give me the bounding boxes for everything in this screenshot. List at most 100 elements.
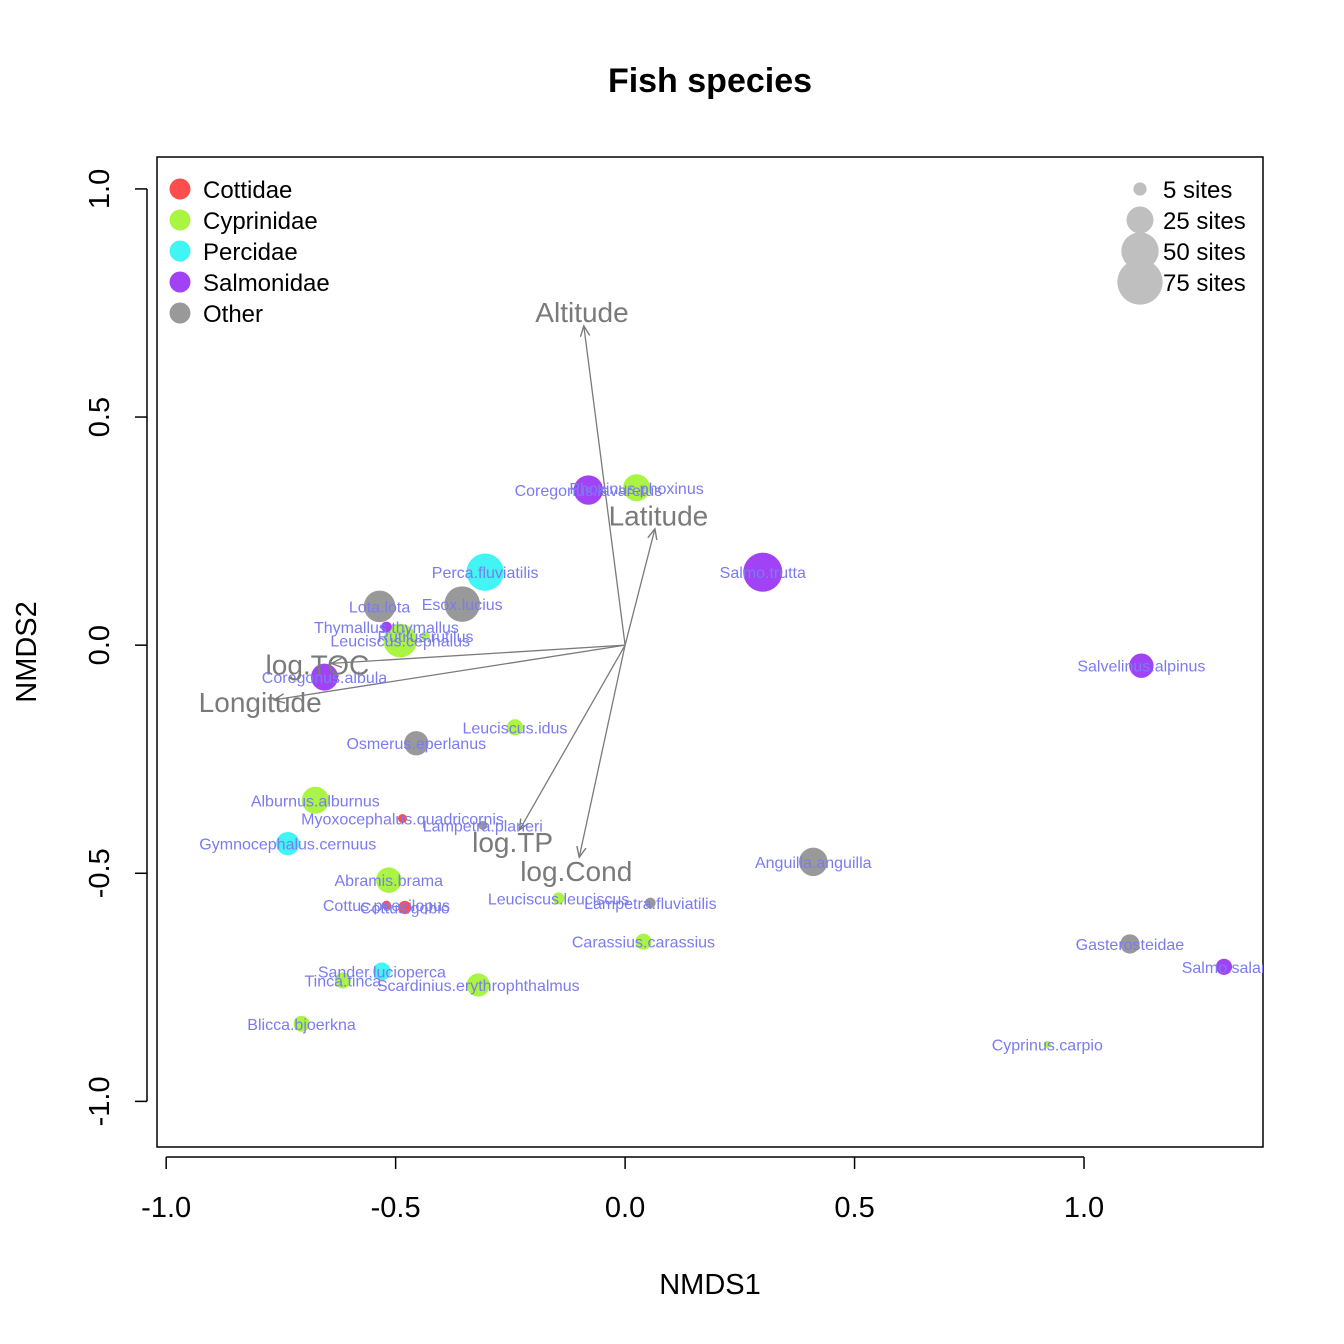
legend-swatch: [169, 209, 191, 231]
x-tick-label: -0.5: [371, 1192, 421, 1224]
species-label: Abramis.brama: [335, 873, 444, 890]
y-axis: -1.0 -0.5 0.0 0.5 1.0: [84, 169, 148, 1126]
species-label: Cottus.poecilopus: [323, 898, 450, 915]
species-point: [398, 900, 412, 915]
species-label: Thymallus.thymallus: [314, 620, 459, 637]
env-vector-arrow: [520, 644, 626, 830]
species-point: [372, 962, 391, 981]
species-label: Leuciscus.cephalus: [330, 634, 470, 651]
species-label: Lampetra.planeri: [423, 818, 543, 835]
species-label: Rutilus.rutilus: [377, 629, 473, 646]
species-point: [506, 719, 524, 736]
legend-label: Other: [203, 301, 263, 328]
species-point: [381, 621, 392, 633]
species-point: [376, 867, 402, 893]
y-tick-label: 1.0: [84, 169, 116, 209]
legend-swatch: [169, 240, 191, 262]
legend-swatch: [169, 302, 191, 324]
species-label: Salmo.salar: [1182, 960, 1267, 977]
species-label: Anguilla.anguilla: [755, 855, 872, 872]
species-point: [293, 1015, 310, 1032]
species-point: [1120, 934, 1140, 954]
plot-frame: [156, 156, 1264, 1148]
x-tick-label: 0.0: [605, 1192, 645, 1224]
legend-label: Percidae: [203, 239, 298, 266]
y-tick-label: -0.5: [84, 848, 116, 898]
size-legend-label: 25 sites: [1163, 208, 1246, 235]
species-point: [466, 973, 490, 997]
species-point: [311, 663, 339, 691]
species-label: Lota.lota: [349, 599, 410, 616]
species-point: [573, 475, 604, 505]
env-vector-arrow: [274, 644, 626, 700]
species-point: [301, 786, 329, 814]
species-label: Cottus.gobio: [360, 900, 450, 917]
species-label: Lampetra.fluviatilis: [584, 896, 717, 913]
env-vector-arrow: [624, 529, 655, 646]
species-label: Leuciscus.leuciscus: [488, 891, 629, 908]
species-label: Osmerus.eperlanus: [346, 736, 486, 753]
legend-label: Cottidae: [203, 177, 292, 204]
species-label: Carassius.carassius: [572, 935, 715, 952]
size-legend-swatch: [1133, 182, 1147, 196]
species-label: Coregonus.lavaretus: [515, 483, 663, 500]
species-label: Sander.lucioperca: [318, 964, 446, 981]
species-point: [1129, 653, 1154, 678]
y-axis-label: NMDS2: [11, 601, 43, 703]
species-point: [645, 897, 656, 909]
x-tick-label: 1.0: [1064, 1192, 1104, 1224]
species-point: [334, 972, 351, 989]
species-label: Myoxocephalus.quadricornis: [301, 812, 504, 829]
species-point: [397, 813, 408, 824]
species-label: Gymnocephalus.cernuus: [199, 837, 376, 854]
chart-title: Fish species: [608, 62, 812, 100]
species-point: [799, 847, 828, 877]
site-size-legend: 5 sites 25 sites 50 sites 75 sites: [1117, 177, 1246, 305]
size-legend-swatch: [1117, 259, 1163, 305]
family-legend: Cottidae Cyprinidae Percidae Salmonidae Othe…: [169, 177, 330, 328]
species-point: [276, 832, 300, 856]
legend-label: Cyprinidae: [203, 208, 318, 235]
species-label: Leuciscus.idus: [462, 720, 567, 737]
env-vector-label: log.TP: [472, 827, 553, 858]
species-label: Esox.lucius: [422, 597, 503, 614]
x-tick-label: -1.0: [141, 1192, 191, 1224]
species-point: [1043, 1040, 1051, 1048]
env-vector-arrow: [584, 326, 626, 646]
species-label: Coregonus.albula: [262, 670, 388, 687]
species-point: [383, 623, 418, 658]
species-point: [552, 892, 565, 905]
species-label: Salmo.trutta: [720, 565, 806, 582]
species-point: [363, 590, 396, 623]
env-vectors: [274, 326, 655, 857]
species-label: Tinca.tinca: [304, 973, 381, 990]
env-vector-label: Longitude: [199, 687, 322, 718]
x-axis: -1.0 -0.5 0.0 0.5 1.0: [141, 1156, 1104, 1224]
species-points: [276, 474, 1233, 1048]
env-vector-labels: Altitude Latitude log.TOC Longitude log.TPlo…: [199, 297, 709, 887]
species-label: Blicca.bjoerkna: [247, 1017, 356, 1034]
species-label: Phoxinus.phoxinus: [569, 481, 703, 498]
legend-label: Salmonidae: [203, 270, 330, 297]
species-point: [420, 631, 431, 641]
species-point: [381, 900, 391, 910]
species-label: Perca.fluviatilis: [432, 565, 539, 582]
env-vector-label: log.Cond: [520, 856, 632, 887]
species-point: [635, 933, 652, 950]
species-label: Cyprinus.carpio: [992, 1037, 1103, 1054]
y-tick-label: 0.0: [84, 625, 116, 665]
species-point: [743, 552, 783, 592]
y-tick-label: -1.0: [84, 1076, 116, 1126]
species-label: Scardinius.erythrophthalmus: [377, 978, 580, 995]
legend-swatch: [169, 178, 191, 200]
species-point: [623, 474, 651, 502]
y-tick-label: 0.5: [84, 397, 116, 437]
env-vector-label: log.TOC: [266, 649, 370, 680]
species-point: [1215, 958, 1233, 975]
size-legend-label: 50 sites: [1163, 239, 1246, 266]
x-tick-label: 0.5: [834, 1192, 874, 1224]
size-legend-swatch: [1126, 206, 1154, 234]
legend-swatch: [169, 271, 191, 293]
